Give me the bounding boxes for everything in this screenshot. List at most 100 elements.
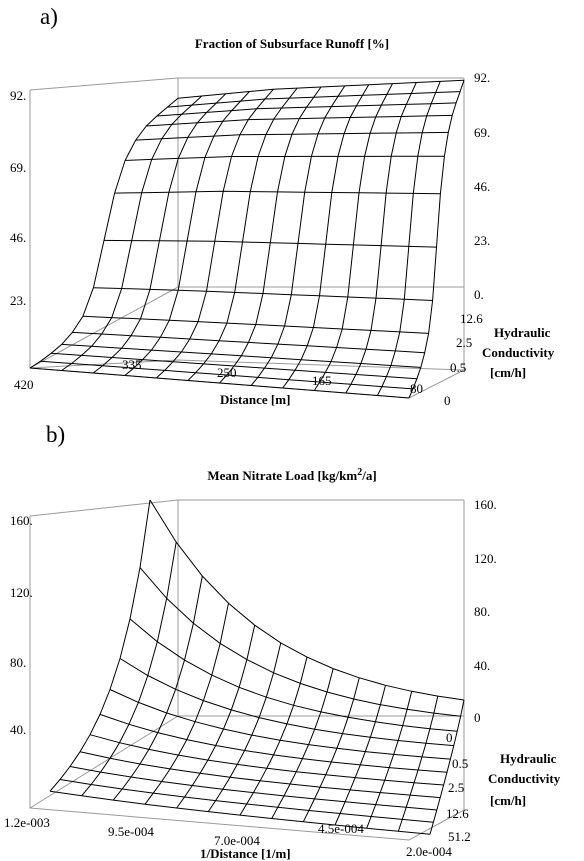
x-tick: 4.5e-004 [318, 821, 364, 836]
surface-line [61, 343, 421, 368]
chart-title-a: Fraction of Subsurface Runoff [%] [195, 36, 389, 51]
axis-title-line: Hydraulic [494, 325, 551, 340]
y-tick: 51.2 [448, 829, 471, 844]
y-tick: 12.6 [446, 806, 469, 821]
z-tick-right: 92. [474, 70, 490, 85]
surface-line [139, 567, 461, 717]
z-tick-right: 120. [474, 551, 497, 566]
y-tick: 2.5 [456, 335, 472, 350]
chart-title-b: Mean Nitrate Load [kg/km2/a] [207, 467, 376, 483]
surface-line [119, 658, 454, 747]
z-axis-title-a: Hydraulic Conductivity [cm/h] [482, 325, 555, 380]
surface-line [103, 239, 437, 248]
panel-label-b: b) [46, 422, 65, 447]
surface-line [135, 131, 449, 141]
z-tick-left: 160. [10, 513, 33, 528]
chart-title-b-sup: 2 [357, 467, 362, 478]
surface-line [282, 84, 370, 389]
y-tick: 0.5 [452, 756, 468, 771]
panel-a: a) Fraction of Subsurface Runoff [%] 23.… [10, 4, 555, 408]
surface-line [72, 331, 425, 354]
surface-line [49, 790, 431, 835]
z-ticks-right-a: 0. 23. 46. 69. 92. [474, 70, 490, 302]
surface-line [69, 766, 437, 811]
z-tick-right: 40. [474, 658, 490, 673]
surface-line [334, 685, 386, 826]
surface-line [99, 713, 448, 773]
z-tick-left: 23. [10, 293, 26, 308]
chart-title-b-tail: /a] [361, 468, 376, 483]
surface-line [51, 352, 417, 380]
z-tick-right: 80. [474, 604, 490, 619]
z-tick-right: 23. [474, 233, 490, 248]
axis-title-line: Hydraulic [500, 751, 557, 766]
z-tick-right: 69. [474, 125, 490, 140]
surface-line [250, 85, 346, 386]
surface-line [124, 91, 250, 376]
z-tick-left: 92. [10, 88, 26, 103]
surface-line [89, 734, 444, 786]
y-tick: 0 [444, 393, 451, 408]
x-tick: 165 [312, 373, 332, 388]
y-tick: 12.6 [460, 311, 483, 326]
surface-line [59, 779, 434, 823]
surface-line [219, 86, 322, 384]
z-tick-left: 69. [10, 160, 26, 175]
z-tick-left: 40. [10, 722, 26, 737]
x-tick: 7.0e-004 [214, 833, 260, 848]
surface-line [313, 83, 393, 391]
z-tick-right: 0. [474, 287, 484, 302]
surface-line [149, 499, 465, 701]
surface-line [92, 93, 227, 374]
z-tick-right: 160. [474, 497, 497, 512]
surface-line [146, 114, 453, 127]
surface-mesh-b [49, 499, 465, 835]
z-axis-title-b: Hydraulic Conductivity [cm/h] [488, 751, 561, 808]
surface-line [125, 155, 445, 161]
z-ticks-left-b: 40. 80. 120. 160. [10, 513, 33, 737]
surface-line [156, 102, 457, 117]
x-tick: 2.0e-004 [406, 844, 452, 859]
surface-mesh-a [29, 79, 465, 399]
y-ticks-b: 0 0.5 2.5 12.6 51.2 [446, 730, 471, 844]
surface-line [408, 80, 465, 399]
surface-line [167, 91, 461, 108]
surface-line [177, 79, 465, 99]
surface-line [109, 689, 451, 760]
z-tick-right: 0 [474, 710, 481, 725]
surface-line [176, 625, 256, 809]
surface-line [61, 95, 203, 371]
x-ticks-b: 1.2e-003 9.5e-004 7.0e-004 4.5e-004 2.0e… [4, 815, 452, 859]
surface-line [82, 315, 429, 334]
axis-title-line: Conductivity [488, 771, 561, 786]
x-tick: 9.5e-004 [108, 824, 154, 839]
z-tick-left: 120. [10, 585, 33, 600]
surface-line [40, 360, 413, 390]
chart-title-b-main: Mean Nitrate Load [kg/km [207, 468, 357, 483]
surface-line [79, 751, 441, 799]
surface-line [345, 82, 417, 394]
axis-title-line: [cm/h] [490, 793, 526, 808]
surface-line [114, 190, 441, 195]
axis-title-line: [cm/h] [490, 365, 526, 380]
surface-line [49, 499, 151, 792]
surface-line [144, 603, 229, 805]
z-tick-right: 46. [474, 179, 490, 194]
surface-line [239, 656, 308, 816]
plot-box-a [29, 77, 465, 399]
z-tick-left: 46. [10, 230, 26, 245]
surface-line [29, 367, 410, 399]
panel-b: b) Mean Nitrate Load [kg/km2/a] 40. 80. … [4, 422, 561, 861]
panel-label-a: a) [40, 4, 58, 29]
axis-title-line: Conductivity [482, 345, 555, 360]
surface-line [129, 618, 458, 732]
y-tick: 0.5 [450, 360, 466, 375]
z-ticks-left-a: 23. 46. 69. 92. [10, 88, 26, 308]
surface-line [93, 287, 433, 301]
surface-line [376, 81, 441, 396]
z-ticks-right-b: 0 40. 80. 120. 160. [474, 497, 497, 725]
surface-line [81, 542, 177, 797]
z-tick-left: 80. [10, 655, 26, 670]
x-tick: 80 [410, 381, 423, 396]
